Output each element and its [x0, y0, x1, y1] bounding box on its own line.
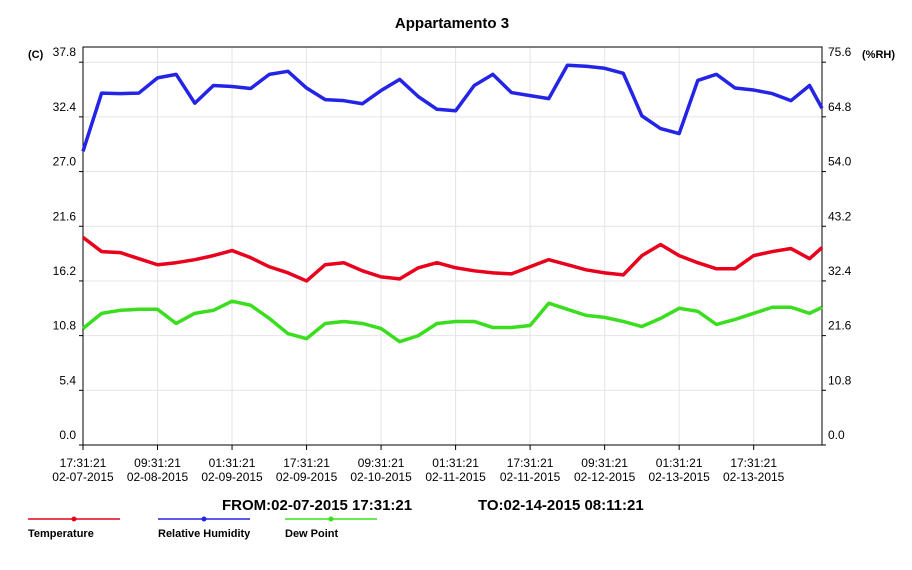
to-label: TO:02-14-2015 08:11:21 [478, 497, 644, 514]
y-tick-label: 16.2 [53, 264, 77, 278]
y2-tick-label: 43.2 [828, 209, 852, 223]
chart-title: Appartamento 3 [395, 15, 509, 32]
x-tick-label: 01:31:21 02-13-2015 [648, 456, 710, 484]
y2-axis-label: (%RH) [862, 49, 895, 61]
series-line [81, 299, 823, 344]
series-line [81, 63, 824, 152]
y-tick-label: 32.4 [53, 100, 77, 114]
x-tick-label: 09:31:21 02-08-2015 [127, 456, 189, 484]
y2-tick-label: 21.6 [828, 319, 852, 333]
y-tick-label: 21.6 [53, 209, 77, 223]
y-axis-label: (C) [28, 49, 44, 61]
y-tick-label: 5.4 [59, 373, 76, 387]
legend-label: Dew Point [285, 528, 339, 540]
y2-tick-label: 0.0 [828, 428, 845, 442]
y2-tick-label: 64.8 [828, 100, 852, 114]
series-line [81, 235, 824, 283]
x-tick-label: 17:31:21 02-07-2015 [52, 456, 114, 484]
legend-marker [71, 516, 77, 522]
plot-frame [82, 46, 823, 446]
from-label: FROM:02-07-2015 17:31:21 [222, 497, 412, 514]
x-tick-label: 01:31:21 02-11-2015 [425, 456, 486, 484]
y2-tick-label: 75.6 [828, 45, 852, 59]
x-tick-label: 17:31:21 02-11-2015 [500, 456, 561, 484]
y2-tick-label: 54.0 [828, 155, 852, 169]
y-tick-label: 27.0 [53, 155, 77, 169]
legend-label: Relative Humidity [158, 528, 251, 540]
x-tick-label: 09:31:21 02-10-2015 [350, 456, 412, 484]
y-tick-label: 0.0 [59, 428, 76, 442]
x-tick-label: 09:31:21 02-12-2015 [574, 456, 636, 484]
legend-marker [201, 516, 207, 522]
x-tick-label: 17:31:21 02-13-2015 [723, 456, 785, 484]
y2-tick-label: 32.4 [828, 264, 852, 278]
x-tick-label: 01:31:21 02-09-2015 [201, 456, 263, 484]
y2-tick-label: 10.8 [828, 373, 852, 387]
x-tick-label: 17:31:21 02-09-2015 [276, 456, 338, 484]
legend-marker [328, 516, 334, 522]
legend-label: Temperature [28, 528, 94, 540]
y-tick-label: 10.8 [53, 319, 77, 333]
y-tick-label: 37.8 [53, 45, 77, 59]
